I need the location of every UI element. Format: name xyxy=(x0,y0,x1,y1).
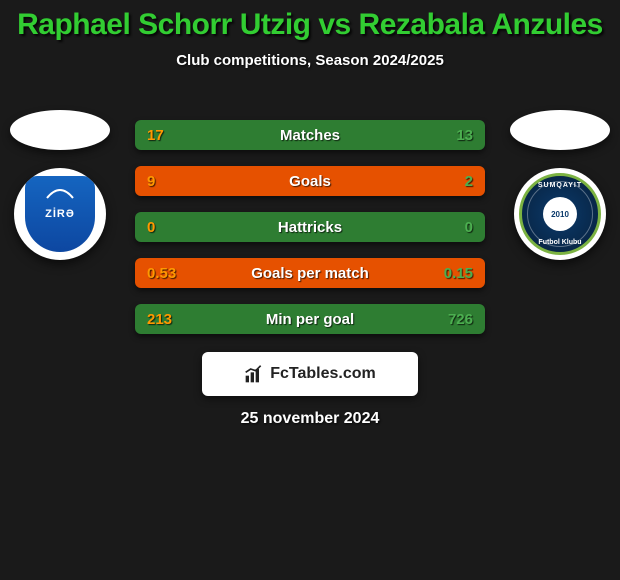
stat-right-value: 0 xyxy=(413,219,473,236)
stat-label: Goals per match xyxy=(207,265,413,282)
stat-right-value: 0.15 xyxy=(413,265,473,282)
chart-icon xyxy=(244,364,264,384)
stats-table: 17Matches13 9Goals2 0Hattricks0 0.53Goals p… xyxy=(135,120,485,350)
stat-left-value: 17 xyxy=(147,127,207,144)
crest-center-circle: 2010 xyxy=(543,197,577,231)
stat-right-value: 726 xyxy=(413,311,473,328)
stat-left-value: 0.53 xyxy=(147,265,207,282)
player-right-name-plate xyxy=(510,110,610,150)
stat-right-value: 2 xyxy=(413,173,473,190)
stat-left-value: 213 xyxy=(147,311,207,328)
stat-label: Hattricks xyxy=(207,219,413,236)
stat-label: Goals xyxy=(207,173,413,190)
stat-label: Min per goal xyxy=(207,311,413,328)
stat-left-value: 0 xyxy=(147,219,207,236)
stat-label: Matches xyxy=(207,127,413,144)
infographic-root: Raphael Schorr Utzig vs Rezabala Anzules… xyxy=(0,0,620,580)
player-left-name-plate xyxy=(10,110,110,150)
player-right-column: SUMQAYIT 2010 Futbol Klubu xyxy=(500,110,620,260)
player-left-column: ZİRƏ xyxy=(0,110,120,260)
source-badge: FcTables.com xyxy=(202,352,418,396)
stat-row: 9Goals2 xyxy=(135,166,485,196)
team-right-label-bottom: Futbol Klubu xyxy=(538,239,581,246)
stat-row: 0.53Goals per match0.15 xyxy=(135,258,485,288)
sumqayit-crest: SUMQAYIT 2010 Futbol Klubu xyxy=(519,173,601,255)
stat-right-value: 13 xyxy=(413,127,473,144)
stat-row: 0Hattricks0 xyxy=(135,212,485,242)
team-left-label: ZİRƏ xyxy=(45,208,75,220)
page-title: Raphael Schorr Utzig vs Rezabala Anzules xyxy=(0,0,620,42)
date-label: 25 november 2024 xyxy=(0,410,620,428)
crest-year: 2010 xyxy=(551,210,569,219)
source-label: FcTables.com xyxy=(270,365,376,383)
team-right-badge: SUMQAYIT 2010 Futbol Klubu xyxy=(514,168,606,260)
stat-row: 17Matches13 xyxy=(135,120,485,150)
team-left-badge: ZİRƏ xyxy=(14,168,106,260)
crest-arc-icon xyxy=(45,186,75,200)
page-subtitle: Club competitions, Season 2024/2025 xyxy=(0,52,620,69)
stat-left-value: 9 xyxy=(147,173,207,190)
team-right-label-top: SUMQAYIT xyxy=(538,182,582,189)
stat-row: 213Min per goal726 xyxy=(135,304,485,334)
zire-crest: ZİRƏ xyxy=(25,176,95,252)
